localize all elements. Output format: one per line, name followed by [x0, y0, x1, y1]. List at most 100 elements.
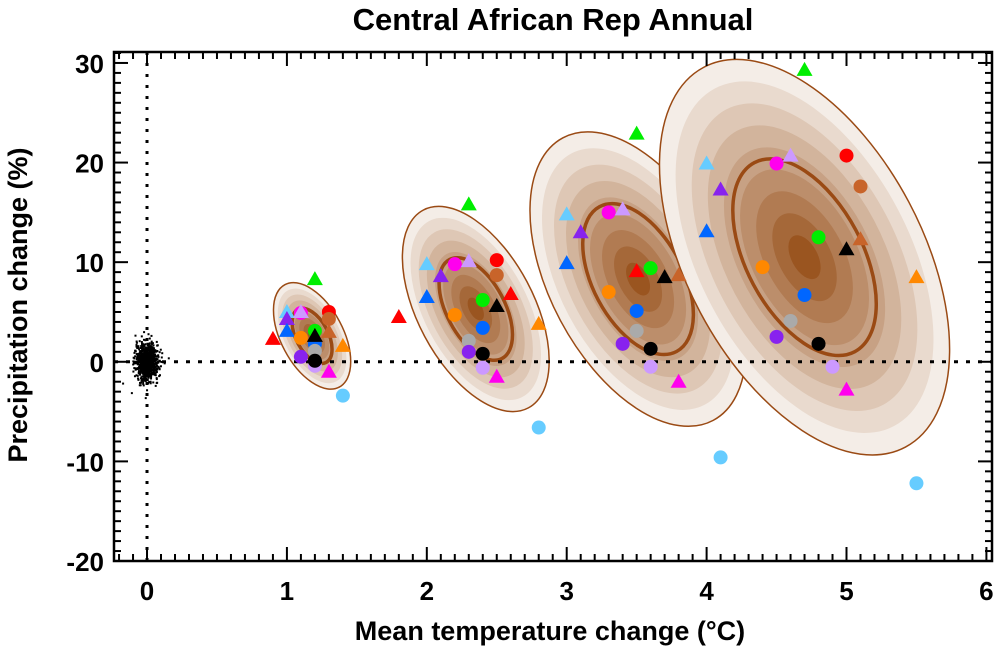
noise-dot: [145, 358, 148, 361]
noise-dot: [149, 351, 152, 354]
noise-dot: [158, 368, 161, 371]
noise-dot: [140, 370, 143, 373]
noise-dot: [140, 376, 143, 379]
sienna-circle-point: [321, 311, 336, 326]
orange-circle-point: [293, 330, 308, 345]
green-triangle-point: [306, 271, 323, 286]
sienna-triangle-point: [670, 267, 687, 282]
noise-dot: [145, 373, 148, 376]
magenta-triangle-point: [838, 381, 855, 396]
noise-dot: [139, 366, 142, 369]
noise-dot: [159, 365, 162, 368]
noise-dot: [140, 358, 143, 361]
black-circle-point: [643, 341, 658, 356]
noise-dot: [137, 371, 140, 374]
noise-dot: [143, 373, 146, 376]
noise-dot: [138, 366, 141, 369]
noise-dot: [148, 337, 151, 340]
noise-dot: [149, 382, 152, 385]
noise-dot: [142, 345, 145, 348]
blue-triangle-point: [698, 223, 715, 238]
red-triangle-point: [502, 286, 519, 301]
noise-dot: [148, 369, 151, 372]
ellipse-inner-contour: [731, 157, 879, 358]
noise-dot: [152, 344, 155, 347]
noise-dot: [133, 351, 136, 354]
noise-dot: [161, 352, 164, 355]
noise-dot: [143, 375, 146, 378]
noise-dot: [142, 369, 145, 372]
y-tick-label: -20: [66, 547, 104, 577]
noise-dot: [139, 354, 142, 357]
orange-circle-point: [601, 285, 616, 300]
gray-circle-point: [461, 333, 476, 348]
noise-dot: [142, 381, 145, 384]
noise-dot: [141, 356, 144, 359]
noise-dot: [142, 343, 145, 346]
lightblue-circle-point: [531, 420, 546, 435]
noise-dot: [135, 353, 138, 356]
noise-dot: [153, 351, 156, 354]
noise-dot: [137, 358, 140, 361]
noise-dot: [148, 358, 151, 361]
noise-dot: [137, 377, 140, 380]
noise-dot: [138, 354, 141, 357]
noise-dot: [158, 360, 161, 363]
sienna-triangle-point: [320, 323, 337, 338]
noise-dot: [153, 366, 156, 369]
noise-dot: [134, 368, 137, 371]
green-circle-point: [811, 230, 826, 245]
blue-triangle-point: [278, 322, 295, 337]
noise-dot: [141, 371, 144, 374]
y-tick-label: 0: [90, 348, 104, 378]
noise-dot: [137, 363, 140, 366]
noise-dot: [152, 381, 155, 384]
gray-circle-point: [629, 323, 644, 338]
noise-dot: [143, 377, 146, 380]
noise-dot: [157, 354, 160, 357]
noise-dot: [146, 362, 149, 365]
y-tick-label: 10: [75, 248, 104, 278]
noise-dot: [142, 370, 145, 373]
noise-dot: [152, 358, 155, 361]
noise-dot: [146, 344, 149, 347]
control-noise-cloud: [122, 331, 170, 400]
purple-circle-point: [769, 329, 784, 344]
x-tick-label: 6: [979, 576, 993, 606]
noise-dot: [136, 363, 139, 366]
noise-dot: [145, 368, 148, 371]
lightblue-circle-point: [713, 450, 728, 465]
black-triangle-point: [838, 241, 855, 256]
noise-dot: [148, 361, 151, 364]
noise-dot: [149, 367, 152, 370]
x-tick-label: 1: [280, 576, 294, 606]
noise-dot: [163, 362, 166, 365]
sienna-circle-point: [853, 179, 868, 194]
x-tick-label: 5: [839, 576, 853, 606]
noise-dot: [151, 366, 154, 369]
blue-circle-point: [797, 288, 812, 303]
noise-dot: [144, 375, 147, 378]
green-triangle-point: [796, 61, 813, 76]
noise-dot: [158, 351, 161, 354]
magenta-circle-point: [601, 205, 616, 220]
noise-dot: [141, 347, 144, 350]
lavender-triangle-point: [782, 147, 799, 162]
noise-dot: [140, 378, 143, 381]
chart-title: Central African Rep Annual: [353, 2, 754, 37]
black-circle-point: [307, 353, 322, 368]
noise-dot: [148, 363, 151, 366]
noise-dot: [155, 357, 158, 360]
noise-dot: [141, 367, 144, 370]
noise-dot: [134, 334, 137, 337]
noise-dot: [151, 346, 154, 349]
noise-dot: [148, 349, 151, 352]
ellipse-layer: [272, 58, 951, 456]
blue-triangle-point: [558, 255, 575, 270]
magenta-circle-point: [447, 257, 462, 272]
noise-dot: [134, 349, 137, 352]
noise-dot: [140, 381, 143, 384]
noise-dot: [122, 382, 125, 385]
noise-dot: [136, 355, 139, 358]
x-tick-label: 4: [699, 576, 714, 606]
